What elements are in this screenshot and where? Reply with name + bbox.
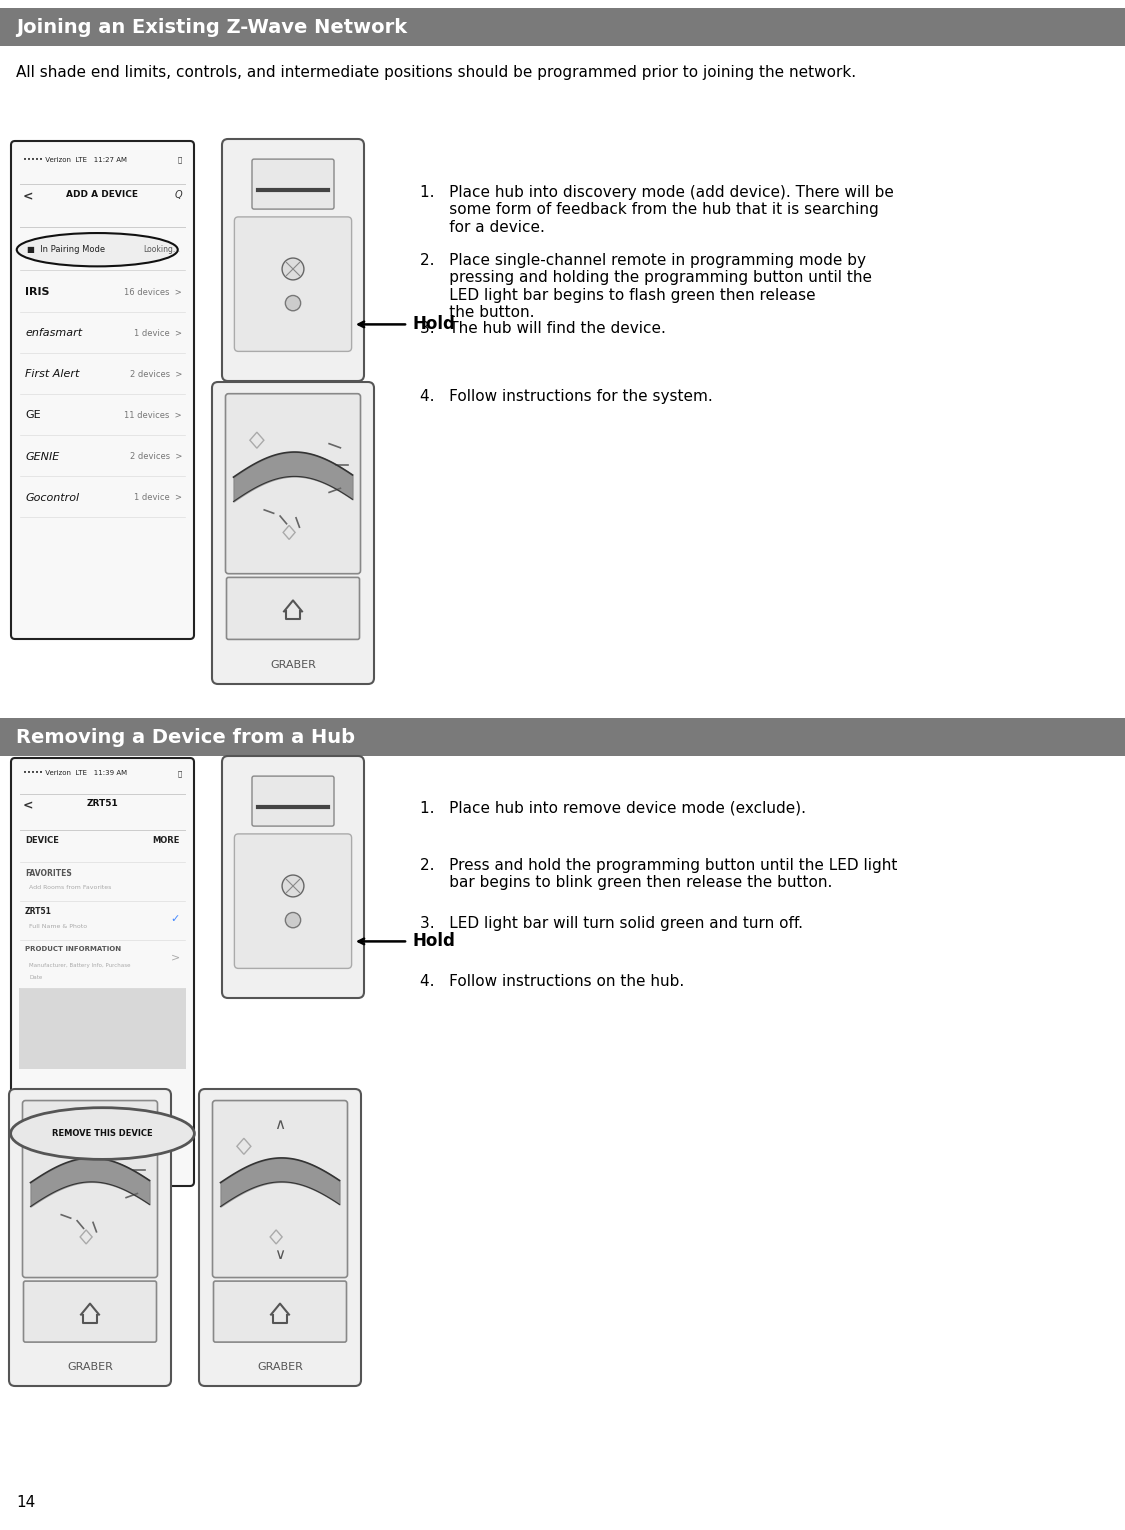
Text: <: < <box>22 190 34 203</box>
Text: PRODUCT INFORMATION: PRODUCT INFORMATION <box>25 946 121 952</box>
FancyBboxPatch shape <box>252 776 334 826</box>
Text: First Alert: First Alert <box>25 369 80 379</box>
Text: ••••• Verizon  LTE   11:27 AM: ••••• Verizon LTE 11:27 AM <box>22 156 127 162</box>
Text: 1 device  >: 1 device > <box>134 329 182 338</box>
Text: Manufacturer, Battery Info, Purchase: Manufacturer, Battery Info, Purchase <box>29 962 130 968</box>
Text: REMOVE THIS DEVICE: REMOVE THIS DEVICE <box>52 1129 153 1138</box>
Text: 🔋: 🔋 <box>178 156 182 164</box>
FancyBboxPatch shape <box>11 141 193 640</box>
Text: 14: 14 <box>16 1495 35 1510</box>
Text: Full Name & Photo: Full Name & Photo <box>29 924 87 929</box>
Text: ZRT51: ZRT51 <box>87 799 118 808</box>
Text: >: > <box>171 953 180 962</box>
Text: Hold: Hold <box>413 315 456 334</box>
FancyBboxPatch shape <box>222 756 364 998</box>
Text: 1 device  >: 1 device > <box>134 493 182 502</box>
FancyBboxPatch shape <box>22 1100 158 1278</box>
Text: MORE: MORE <box>153 837 180 845</box>
Circle shape <box>286 295 300 311</box>
Text: GRABER: GRABER <box>270 659 316 670</box>
Text: All shade end limits, controls, and intermediate positions should be programmed : All shade end limits, controls, and inte… <box>16 64 856 80</box>
Circle shape <box>282 259 304 280</box>
Circle shape <box>282 875 304 897</box>
FancyBboxPatch shape <box>11 757 193 1186</box>
Text: GRABER: GRABER <box>256 1362 303 1372</box>
Text: <: < <box>22 799 34 812</box>
Text: 2.   Press and hold the programming button until the LED light
      bar begins : 2. Press and hold the programming button… <box>420 858 898 890</box>
Text: 2.   Place single-channel remote in programming mode by
      pressing and holdi: 2. Place single-channel remote in progra… <box>420 252 872 320</box>
FancyBboxPatch shape <box>222 139 364 381</box>
Text: FAVORITES: FAVORITES <box>25 869 72 878</box>
Text: Looking...: Looking... <box>143 245 180 254</box>
Text: Q: Q <box>174 190 182 200</box>
Text: DEVICE: DEVICE <box>25 837 58 845</box>
FancyBboxPatch shape <box>212 382 374 684</box>
Text: GRABER: GRABER <box>68 1362 112 1372</box>
Text: enfasmart: enfasmart <box>25 327 82 338</box>
Text: ■  In Pairing Mode: ■ In Pairing Mode <box>27 245 105 254</box>
FancyBboxPatch shape <box>24 1281 156 1342</box>
Text: IRIS: IRIS <box>25 288 50 297</box>
FancyBboxPatch shape <box>234 834 352 968</box>
Ellipse shape <box>10 1108 195 1160</box>
FancyBboxPatch shape <box>225 393 360 574</box>
Text: ∧: ∧ <box>274 1117 286 1132</box>
Text: Removing a Device from a Hub: Removing a Device from a Hub <box>16 727 356 747</box>
Text: Hold: Hold <box>413 932 456 950</box>
Text: Date: Date <box>29 975 43 981</box>
FancyBboxPatch shape <box>213 1100 348 1278</box>
Text: GENIE: GENIE <box>25 451 60 462</box>
FancyBboxPatch shape <box>226 577 360 640</box>
Text: ✓: ✓ <box>171 913 180 924</box>
FancyBboxPatch shape <box>234 217 352 352</box>
Text: ••••• Verizon  LTE   11:39 AM: ••••• Verizon LTE 11:39 AM <box>22 770 127 776</box>
Circle shape <box>286 912 300 927</box>
Text: 2 devices  >: 2 devices > <box>129 370 182 379</box>
Text: 4.   Follow instructions on the hub.: 4. Follow instructions on the hub. <box>420 975 684 988</box>
Text: 🔋: 🔋 <box>178 770 182 777</box>
Text: GE: GE <box>25 410 40 421</box>
Text: 16 devices  >: 16 devices > <box>124 288 182 297</box>
Text: 3.   The hub will find the device.: 3. The hub will find the device. <box>420 321 666 337</box>
Bar <box>0 718 1125 756</box>
FancyBboxPatch shape <box>9 1089 171 1386</box>
Text: ∨: ∨ <box>274 1247 286 1262</box>
Text: Add Rooms from Favorites: Add Rooms from Favorites <box>29 886 111 890</box>
Ellipse shape <box>17 233 178 266</box>
FancyBboxPatch shape <box>252 159 334 210</box>
Text: 1.   Place hub into discovery mode (add device). There will be
      some form o: 1. Place hub into discovery mode (add de… <box>420 185 894 234</box>
FancyBboxPatch shape <box>199 1089 361 1386</box>
Text: ADD A DEVICE: ADD A DEVICE <box>66 190 138 199</box>
Text: 1.   Place hub into remove device mode (exclude).: 1. Place hub into remove device mode (ex… <box>420 800 806 815</box>
Text: 4.   Follow instructions for the system.: 4. Follow instructions for the system. <box>420 389 713 404</box>
Text: 2 devices  >: 2 devices > <box>129 453 182 461</box>
Text: Joining an Existing Z-Wave Network: Joining an Existing Z-Wave Network <box>16 17 407 37</box>
Bar <box>0 8 1125 46</box>
FancyBboxPatch shape <box>214 1281 346 1342</box>
Bar <box>19 988 186 1069</box>
Text: 3.   LED light bar will turn solid green and turn off.: 3. LED light bar will turn solid green a… <box>420 916 803 930</box>
Text: ZRT51: ZRT51 <box>25 907 52 916</box>
Text: Gocontrol: Gocontrol <box>25 493 79 503</box>
Text: 11 devices  >: 11 devices > <box>125 412 182 419</box>
